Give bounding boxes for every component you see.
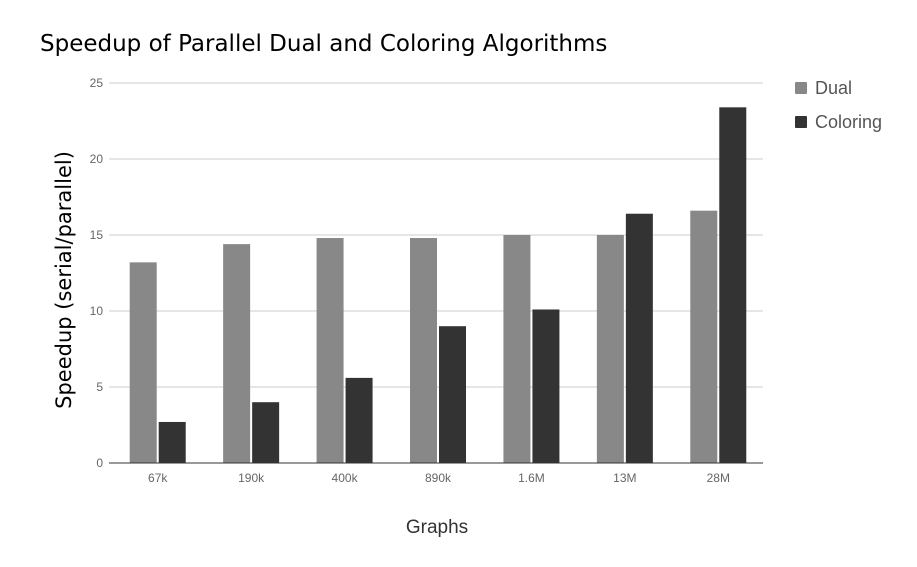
bar-coloring-890k xyxy=(439,326,466,463)
legend: Dual Coloring xyxy=(795,78,882,132)
y-tick-label: 20 xyxy=(90,152,104,166)
x-tick-label: 190k xyxy=(238,471,265,485)
x-tick-label: 400k xyxy=(332,471,359,485)
chart-title: Speedup of Parallel Dual and Coloring Al… xyxy=(40,31,607,57)
legend-swatch-coloring xyxy=(795,116,807,128)
bar-coloring-190k xyxy=(252,402,280,463)
y-tick-label: 0 xyxy=(96,456,103,470)
y-tick-label: 5 xyxy=(96,380,103,394)
bar-dual-13m xyxy=(596,235,624,463)
bar-coloring-28m xyxy=(719,107,747,463)
x-tick-label: 1.6M xyxy=(518,471,545,485)
bar-dual-400k xyxy=(316,238,344,463)
y-tick-label: 10 xyxy=(90,304,104,318)
legend-label-coloring: Coloring xyxy=(815,112,882,132)
bars xyxy=(109,107,763,464)
bar-dual-190k xyxy=(223,244,251,463)
bar-coloring-13m xyxy=(625,213,653,463)
bar-coloring-67k xyxy=(158,421,186,463)
legend-swatch-dual xyxy=(795,82,807,94)
bar-coloring-1_6m xyxy=(532,309,560,463)
x-tick-label: 67k xyxy=(148,471,168,485)
bar-dual-67k xyxy=(129,262,157,463)
x-tick-label: 890k xyxy=(425,471,452,485)
x-axis-label: Graphs xyxy=(406,517,468,538)
y-tick-label: 15 xyxy=(90,228,104,242)
bar-dual-1_6m xyxy=(503,235,531,463)
y-axis-ticks: 0 5 10 15 20 25 xyxy=(90,76,104,470)
x-tick-label: 28M xyxy=(707,471,730,485)
y-tick-label: 25 xyxy=(90,76,104,90)
y-axis-label: Speedup (serial/parallel) xyxy=(52,151,76,409)
x-tick-label: 13M xyxy=(613,471,636,485)
bar-dual-890k xyxy=(410,238,437,463)
bar-coloring-400k xyxy=(345,377,373,463)
bar-dual-28m xyxy=(690,210,718,463)
legend-label-dual: Dual xyxy=(815,78,852,98)
x-axis-ticks: 67k 190k 400k 890k 1.6M 13M 28M xyxy=(148,471,730,485)
